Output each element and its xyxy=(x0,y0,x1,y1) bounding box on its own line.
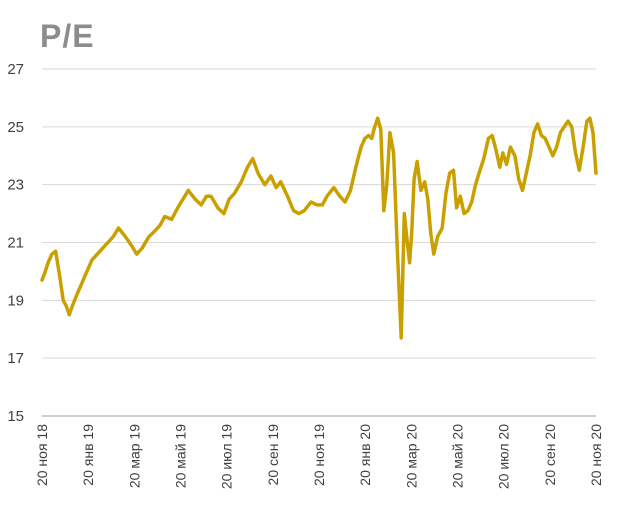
x-tick-label: 20 мар 19 xyxy=(126,424,142,488)
y-tick-label: 25 xyxy=(7,119,24,136)
y-axis-ticks: 15 17 19 21 23 25 27 xyxy=(7,61,24,425)
series-layer xyxy=(40,116,598,340)
x-tick-label: 20 мар 20 xyxy=(403,424,419,488)
x-tick-label: 20 сен 20 xyxy=(542,424,558,486)
y-tick-label: 27 xyxy=(7,61,24,78)
x-tick-label: 20 ноя 20 xyxy=(588,424,604,486)
x-tick-label: 20 май 20 xyxy=(450,424,466,488)
grid-lines xyxy=(42,68,596,359)
series-line-0 xyxy=(40,116,598,340)
y-tick-label: 17 xyxy=(7,350,24,367)
x-tick-label: 20 май 19 xyxy=(173,424,189,488)
x-tick-label: 20 ноя 18 xyxy=(34,424,50,486)
y-tick-label: 19 xyxy=(7,292,24,309)
y-tick-label: 23 xyxy=(7,177,24,194)
chart-title: P/E xyxy=(40,18,95,54)
x-tick-label: 20 янв 19 xyxy=(80,424,96,486)
x-tick-label: 20 июл 20 xyxy=(496,424,512,489)
x-tick-label: 20 янв 20 xyxy=(357,424,373,486)
x-tick-label: 20 июл 19 xyxy=(219,424,235,489)
x-tick-label: 20 ноя 19 xyxy=(311,424,327,486)
y-tick-label: 15 xyxy=(7,408,24,425)
y-tick-label: 21 xyxy=(7,235,24,252)
x-tick-label: 20 сен 19 xyxy=(265,424,281,486)
x-axis-ticks: 20 ноя 18 20 янв 19 20 мар 19 20 май 19 20 и… xyxy=(34,424,604,489)
